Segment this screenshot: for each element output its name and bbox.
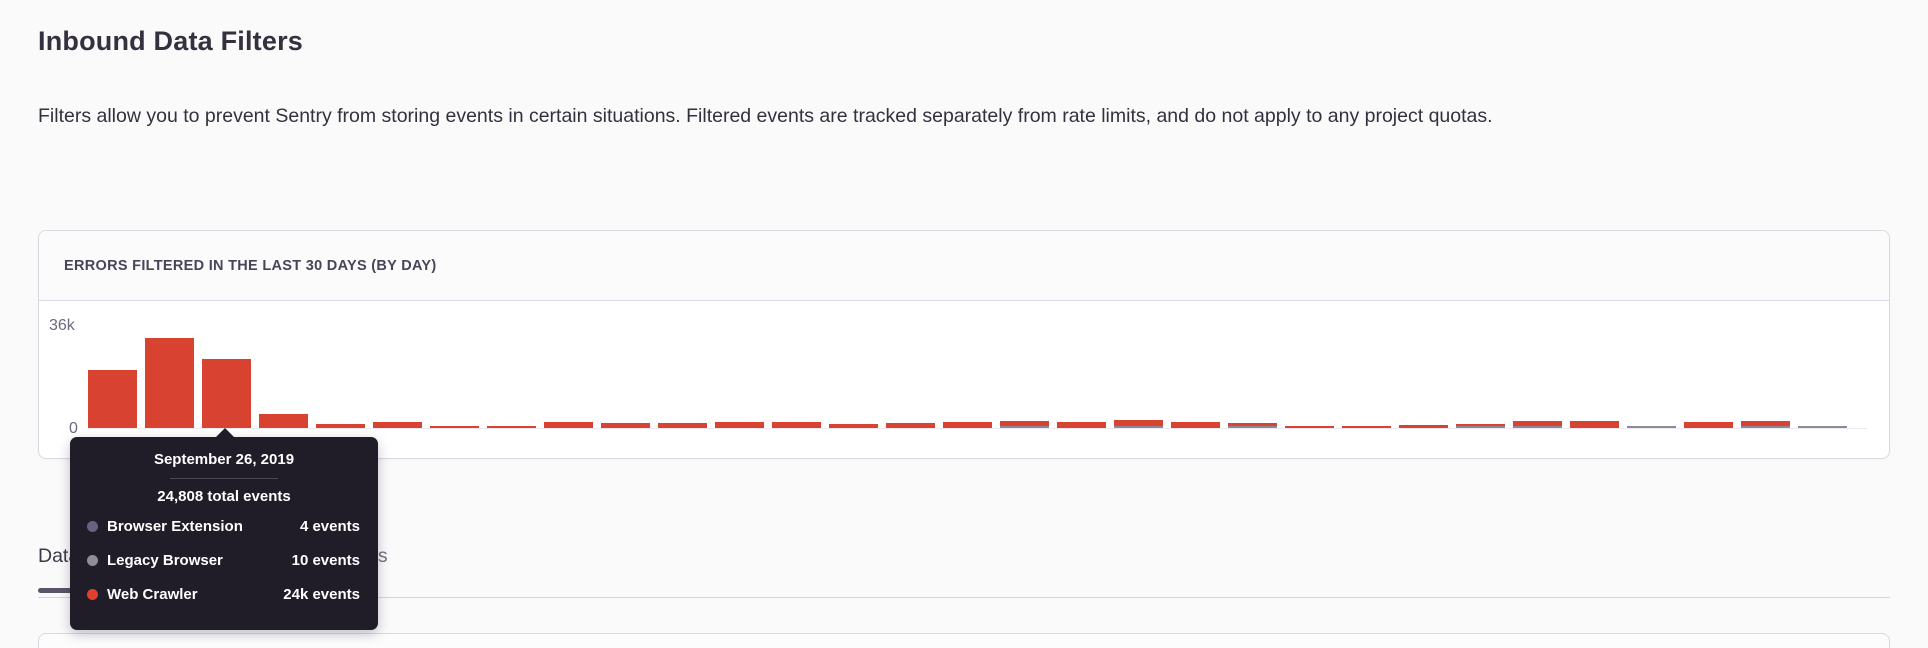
- tooltip-row: Web Crawler 24k events: [87, 582, 360, 606]
- bar-gray-segment: [1000, 426, 1049, 428]
- series-color-dot: [87, 588, 98, 600]
- chart-bar[interactable]: [1570, 421, 1619, 428]
- y-axis-tick-zero: 0: [69, 420, 78, 437]
- tooltip-row: Legacy Browser 10 events: [87, 548, 360, 572]
- bar-gray-segment: [1228, 426, 1277, 428]
- tooltip-row-label: Browser Extension: [107, 517, 243, 535]
- chart-bar[interactable]: [1741, 421, 1790, 428]
- chart-bar[interactable]: [202, 359, 251, 428]
- chart-bar[interactable]: [1171, 422, 1220, 428]
- tooltip-row-value: 4 events: [299, 517, 360, 535]
- chart-bar[interactable]: [1456, 424, 1505, 428]
- bar-chart: 36k 0: [39, 301, 1889, 458]
- bar-gray-segment: [1456, 426, 1505, 428]
- chart-bar[interactable]: [316, 424, 365, 428]
- chart-bar[interactable]: [943, 422, 992, 428]
- chart-bar[interactable]: [886, 423, 935, 428]
- tooltip-rows: Browser Extension 4 events Legacy Browser 1…: [70, 505, 378, 606]
- tooltip-row-value: 10 events: [291, 551, 360, 569]
- bars-container: [88, 328, 1847, 428]
- panel-header-label: ERRORS FILTERED IN THE LAST 30 DAYS (BY …: [64, 257, 437, 274]
- next-panel-partial: [38, 633, 1890, 648]
- errors-filtered-panel: ERRORS FILTERED IN THE LAST 30 DAYS (BY …: [38, 230, 1890, 459]
- x-axis-line: [88, 428, 1867, 429]
- tooltip-row-value: 24k events: [283, 585, 360, 603]
- panel-header: ERRORS FILTERED IN THE LAST 30 DAYS (BY …: [39, 231, 1889, 301]
- bar-gray-segment: [1798, 426, 1847, 428]
- y-axis-tick-max: 36k: [49, 317, 75, 334]
- chart-bar[interactable]: [1627, 426, 1676, 428]
- tabbar-bottom-border: [38, 597, 1890, 598]
- chart-bar[interactable]: [1000, 421, 1049, 428]
- chart-bar[interactable]: [487, 426, 536, 428]
- chart-bar[interactable]: [601, 423, 650, 428]
- chart-bar[interactable]: [373, 422, 422, 428]
- chart-bar[interactable]: [1513, 421, 1562, 428]
- chart-bar[interactable]: [544, 422, 593, 428]
- bar-gray-segment: [1114, 426, 1163, 428]
- tooltip-total-events: 24,808 total events: [157, 488, 291, 505]
- tooltip-date: September 26, 2019: [153, 451, 295, 468]
- chart-bar[interactable]: [829, 424, 878, 428]
- chart-bar[interactable]: [1057, 422, 1106, 428]
- bar-gray-segment: [1513, 426, 1562, 428]
- tooltip-arrow: [216, 428, 234, 437]
- chart-bar[interactable]: [1798, 426, 1847, 428]
- chart-bar[interactable]: [1228, 423, 1277, 428]
- chart-bar[interactable]: [259, 414, 308, 428]
- series-color-dot: [87, 554, 98, 566]
- chart-bar[interactable]: [1342, 426, 1391, 428]
- chart-bar[interactable]: [88, 370, 137, 428]
- chart-bar[interactable]: [1399, 425, 1448, 428]
- chart-bar[interactable]: [658, 423, 707, 428]
- page-description: Filters allow you to prevent Sentry from…: [38, 105, 1493, 127]
- bar-gray-segment: [1627, 426, 1676, 428]
- page-title: Inbound Data Filters: [38, 26, 304, 56]
- chart-bar[interactable]: [1684, 422, 1733, 428]
- chart-bar[interactable]: [430, 426, 479, 428]
- chart-bar[interactable]: [145, 338, 194, 428]
- chart-bar[interactable]: [772, 422, 821, 428]
- tooltip-row-label: Legacy Browser: [107, 551, 223, 569]
- bar-gray-segment: [1741, 426, 1790, 428]
- chart-bar[interactable]: [715, 422, 764, 428]
- series-color-dot: [87, 520, 98, 532]
- tooltip-row-label: Web Crawler: [107, 585, 198, 603]
- chart-bar[interactable]: [1114, 420, 1163, 428]
- tooltip-row: Browser Extension 4 events: [87, 514, 360, 538]
- tooltip-divider: [170, 478, 278, 479]
- chart-bar[interactable]: [1285, 426, 1334, 428]
- chart-tooltip: September 26, 2019 24,808 total events B…: [70, 428, 378, 630]
